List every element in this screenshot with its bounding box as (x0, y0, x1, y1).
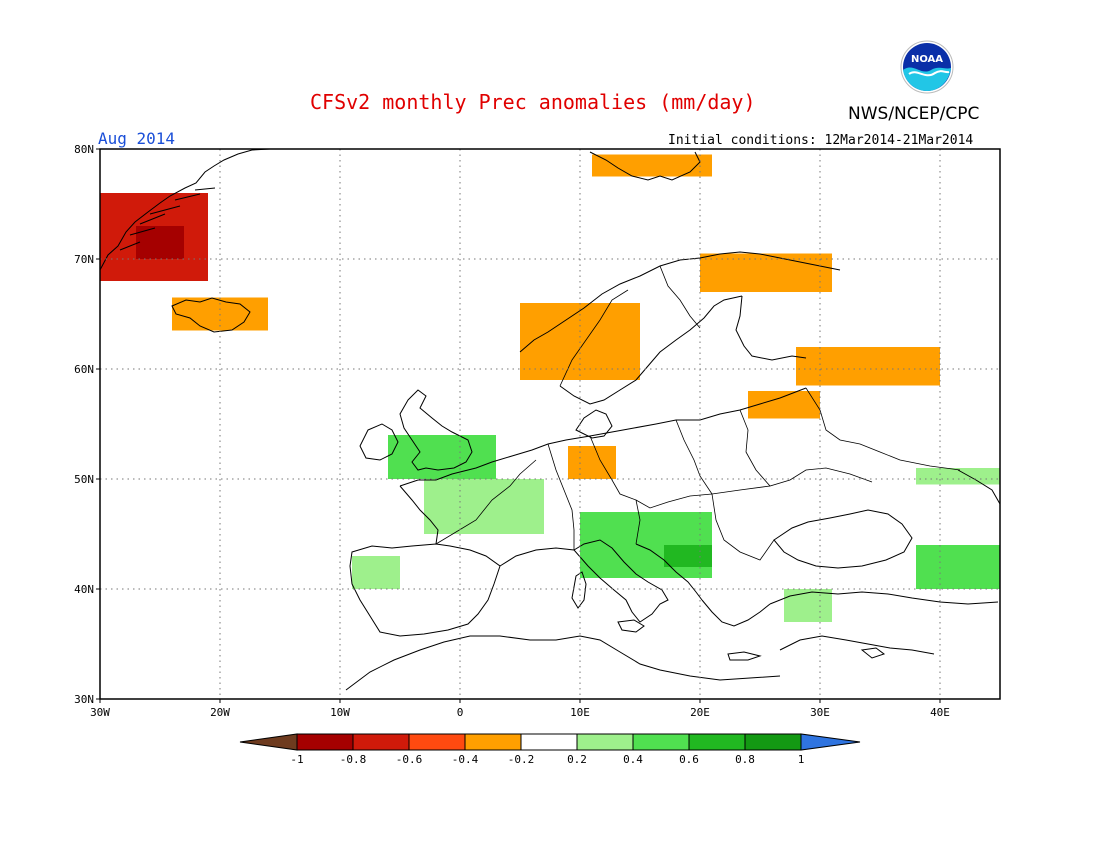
iceland-coast (171, 297, 251, 333)
lon-label: 20E (690, 706, 710, 719)
anomaly-cell-9 (388, 435, 496, 479)
coastlines (99, 148, 1001, 691)
lat-label: 50N (74, 473, 94, 486)
noaa-logo: NOAA (900, 40, 954, 94)
finland-coast (735, 295, 807, 361)
north-africa-coast (345, 635, 781, 691)
anomaly-cell-5 (700, 253, 832, 292)
map-frame (99, 148, 1001, 700)
anomaly-cell-12 (664, 545, 712, 567)
anatolia-coast (769, 591, 999, 605)
italy-coast (573, 539, 669, 623)
anomaly-cell-16 (352, 556, 400, 589)
chart-title: CFSv2 monthly Prec anomalies (mm/day) (310, 90, 756, 114)
lon-label: 0 (457, 706, 464, 719)
crete (727, 651, 762, 661)
corsica-sardinia (571, 571, 587, 609)
iberia-coast (349, 543, 501, 637)
ireland-coast (359, 423, 399, 461)
svalbard-coast (589, 151, 701, 181)
lat-label: 60N (74, 363, 94, 376)
sweden-coast (559, 295, 743, 405)
anomaly-cells (100, 154, 1000, 622)
anomaly-cell-6 (796, 347, 940, 386)
lon-label: 30W (90, 706, 110, 719)
lon-label: 30E (810, 706, 830, 719)
anomaly-cell-2 (592, 154, 712, 177)
country-borders (435, 265, 961, 561)
lat-label: 80N (74, 143, 94, 156)
lon-label: 10E (570, 706, 590, 719)
longitude-axis: 30W 20W 10W 0 10E 20E 30E 40E (90, 699, 950, 719)
caspian-coast (957, 469, 1001, 505)
anomaly-cell-10 (424, 479, 544, 534)
initial-conditions-label: Initial conditions: 12Mar2014-21Mar2014 (668, 133, 974, 148)
lon-label: 40E (930, 706, 950, 719)
greenland-coast (99, 148, 271, 271)
great-britain-coast (399, 389, 473, 471)
bay-of-biscay (399, 485, 439, 545)
anomaly-cell-15 (784, 589, 832, 622)
denmark-coast (575, 409, 613, 439)
turkey-south-coast (779, 635, 935, 655)
adriatic-east-coast (635, 543, 703, 601)
latitude-axis: 80N 70N 60N 50N 40N 30N (74, 143, 100, 706)
lat-label: 30N (74, 693, 94, 706)
forecast-month-label: Aug 2014 (98, 129, 176, 148)
anomaly-cell-14 (916, 545, 1000, 589)
greece-coast (701, 599, 771, 627)
sicily (617, 619, 645, 633)
lon-label: 10W (330, 706, 350, 719)
graticule (100, 149, 1000, 699)
anomaly-cell-13 (916, 468, 1000, 485)
lat-label: 40N (74, 583, 94, 596)
anomaly-cell-7 (748, 391, 820, 419)
lon-label: 20W (210, 706, 230, 719)
greenland-fjords (119, 187, 216, 251)
cyprus (860, 647, 886, 659)
black-sea-coast (773, 509, 913, 569)
lat-label: 70N (74, 253, 94, 266)
agency-label: NWS/NCEP/CPC (848, 104, 980, 124)
france-med-coast (499, 547, 575, 567)
logo-text: NOAA (911, 54, 943, 65)
